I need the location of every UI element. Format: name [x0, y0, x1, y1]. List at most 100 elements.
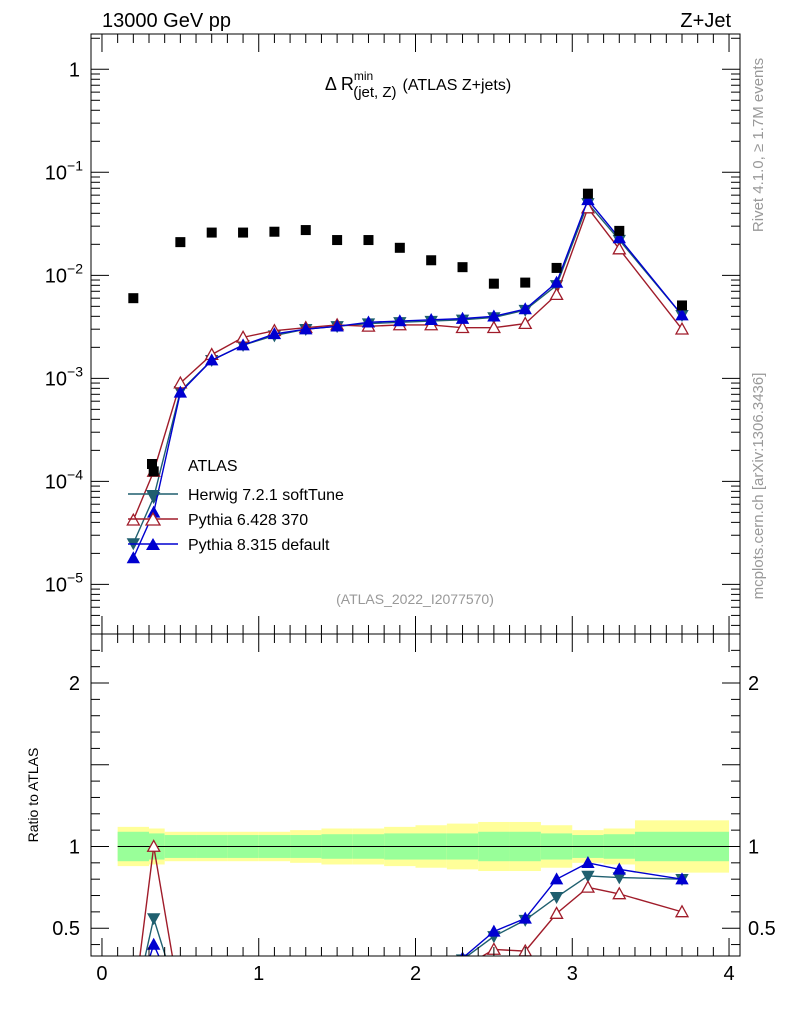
ratio-y-axis: 0.5 0.5 1 1 2 2 — [52, 633, 776, 946]
atlas-data-point — [488, 278, 499, 289]
ratio-series-point-2 — [127, 1003, 139, 1014]
main-y-tick-label: 1 — [69, 59, 80, 81]
main-series-point-1 — [518, 316, 533, 330]
atlas-data-point — [520, 277, 531, 288]
legend-marker-atlas — [147, 459, 157, 469]
main-series-point-2 — [330, 319, 344, 332]
main-series-point-2 — [126, 551, 141, 564]
main-series-point-2 — [487, 309, 501, 322]
main-series-point-2 — [581, 193, 595, 206]
legend-marker-pythia8 — [146, 538, 160, 550]
legend-label-atlas: ATLAS — [188, 458, 238, 475]
ratio-series-point-1 — [146, 839, 161, 852]
ratio-series-point-2 — [675, 872, 689, 885]
main-y-tick-label: 10−1 — [45, 157, 83, 184]
header-left: 13000 GeV pp — [102, 10, 231, 32]
main-series-point-2 — [612, 231, 626, 244]
atlas-data-point — [128, 293, 139, 304]
ratio-series-point-1 — [206, 993, 218, 1004]
main-series-point-1 — [612, 241, 627, 255]
ratio-series-line-2 — [149, 862, 683, 956]
ratio-series-point-2 — [549, 872, 564, 885]
header-right: Z+Jet — [680, 10, 731, 32]
main-series-point-2 — [549, 275, 564, 288]
ratio-ylabel: Ratio to ATLAS — [25, 748, 41, 843]
title-suffix: (ATLAS Z+jets) — [403, 77, 512, 94]
ratio-series-point-0 — [549, 891, 564, 904]
ratio-series-point-0 — [147, 913, 161, 926]
title-superscript: min — [354, 69, 373, 83]
legend: ATLAS Herwig 7.2.1 softTune Pythia 6.428… — [128, 458, 344, 554]
atlas-data-point — [175, 237, 186, 248]
atlas-data-point — [426, 255, 437, 266]
main-series-point-2 — [236, 338, 250, 351]
atlas-data-point — [148, 466, 159, 477]
ratio-series-point-1 — [300, 985, 312, 996]
ratio-series-point-2 — [331, 980, 343, 991]
ratio-series-point-1 — [394, 975, 406, 986]
ratio-series-point-0 — [394, 974, 406, 985]
title-subscript: (jet, Z) — [353, 84, 396, 101]
title-prefix: Δ R — [325, 74, 354, 94]
ratio-series-point-0 — [237, 992, 249, 1003]
ratio-series-point-1 — [457, 962, 469, 973]
main-series-point-2 — [518, 302, 532, 315]
main-series-point-1 — [674, 321, 690, 335]
tick-exponent: −1 — [67, 157, 83, 173]
tick-exponent: −5 — [67, 569, 83, 585]
ratio-series-point-0 — [127, 1004, 139, 1015]
main-series-point-2 — [205, 353, 219, 366]
ratio-series-line-0 — [144, 875, 683, 956]
main-series-point-2 — [424, 312, 438, 326]
legend-label-pythia6: Pythia 6.428 370 — [188, 512, 308, 529]
main-series-point-2 — [267, 327, 282, 340]
ratio-series-point-1 — [127, 1003, 139, 1014]
main-y-tick-label: 10−3 — [45, 363, 83, 390]
ratio-series-point-2 — [581, 856, 595, 869]
ratio-series-line-1 — [139, 846, 683, 956]
main-y-tick-label: 10−5 — [45, 569, 83, 596]
atlas-data-point — [457, 262, 468, 273]
ratio-frame — [90, 633, 741, 957]
legend-item-pythia6: Pythia 6.428 370 — [128, 511, 308, 529]
x-tick-label: 1 — [253, 963, 264, 985]
ratio-series-point-2 — [518, 911, 532, 924]
main-y-tick-label: 10−4 — [45, 466, 83, 493]
ratio-series-point-0 — [206, 996, 218, 1007]
ratio-series-point-0 — [174, 999, 186, 1010]
ratio-series-point-0 — [581, 870, 595, 883]
x-tick-label: 2 — [410, 963, 421, 985]
main-x-ticks — [101, 34, 730, 634]
plot-title: Δ Rmin (jet, Z) (ATLAS Z+jets) — [325, 69, 511, 101]
atlas-data-point — [394, 242, 405, 253]
main-series-point-1 — [486, 320, 501, 334]
main-series-point-2 — [299, 322, 313, 335]
tick-base: 10 — [45, 574, 67, 596]
main-series-point-1 — [455, 320, 470, 334]
atlas-data-point — [676, 300, 687, 311]
ratio-series-point-0 — [425, 963, 437, 974]
main-series-point-2 — [361, 315, 376, 328]
ratio-series-point-2 — [487, 924, 501, 937]
main-y-tick-label: 10−2 — [45, 260, 83, 287]
ratio-series-point-1 — [362, 980, 374, 991]
x-tick-label: 3 — [567, 963, 578, 985]
ratio-series-point-1 — [580, 880, 596, 893]
main-series-point-2 — [173, 385, 188, 398]
mcplots-label: mcplots.cern.ch [arXiv:1306.3436] — [750, 373, 767, 600]
ratio-series-point-1 — [549, 906, 564, 919]
main-series-point-2 — [393, 314, 407, 327]
ratio-series-point-1 — [674, 904, 690, 918]
ratio-series-point-2 — [394, 972, 406, 983]
ratio-series-point-2 — [147, 937, 161, 950]
tick-exponent: −3 — [67, 363, 83, 379]
ratio-y-tick-label-left: 2 — [69, 673, 80, 695]
legend-marker-herwig — [146, 490, 160, 501]
ratio-series-point-2 — [268, 987, 280, 998]
ratio-y-tick-label-right: 1 — [748, 836, 759, 858]
atlas-data-point — [551, 262, 562, 273]
tick-exponent: −2 — [67, 260, 83, 276]
legend-item-pythia8: Pythia 8.315 default — [128, 537, 330, 554]
ratio-series-point-1 — [612, 886, 627, 900]
x-tick-label: 4 — [723, 963, 734, 985]
